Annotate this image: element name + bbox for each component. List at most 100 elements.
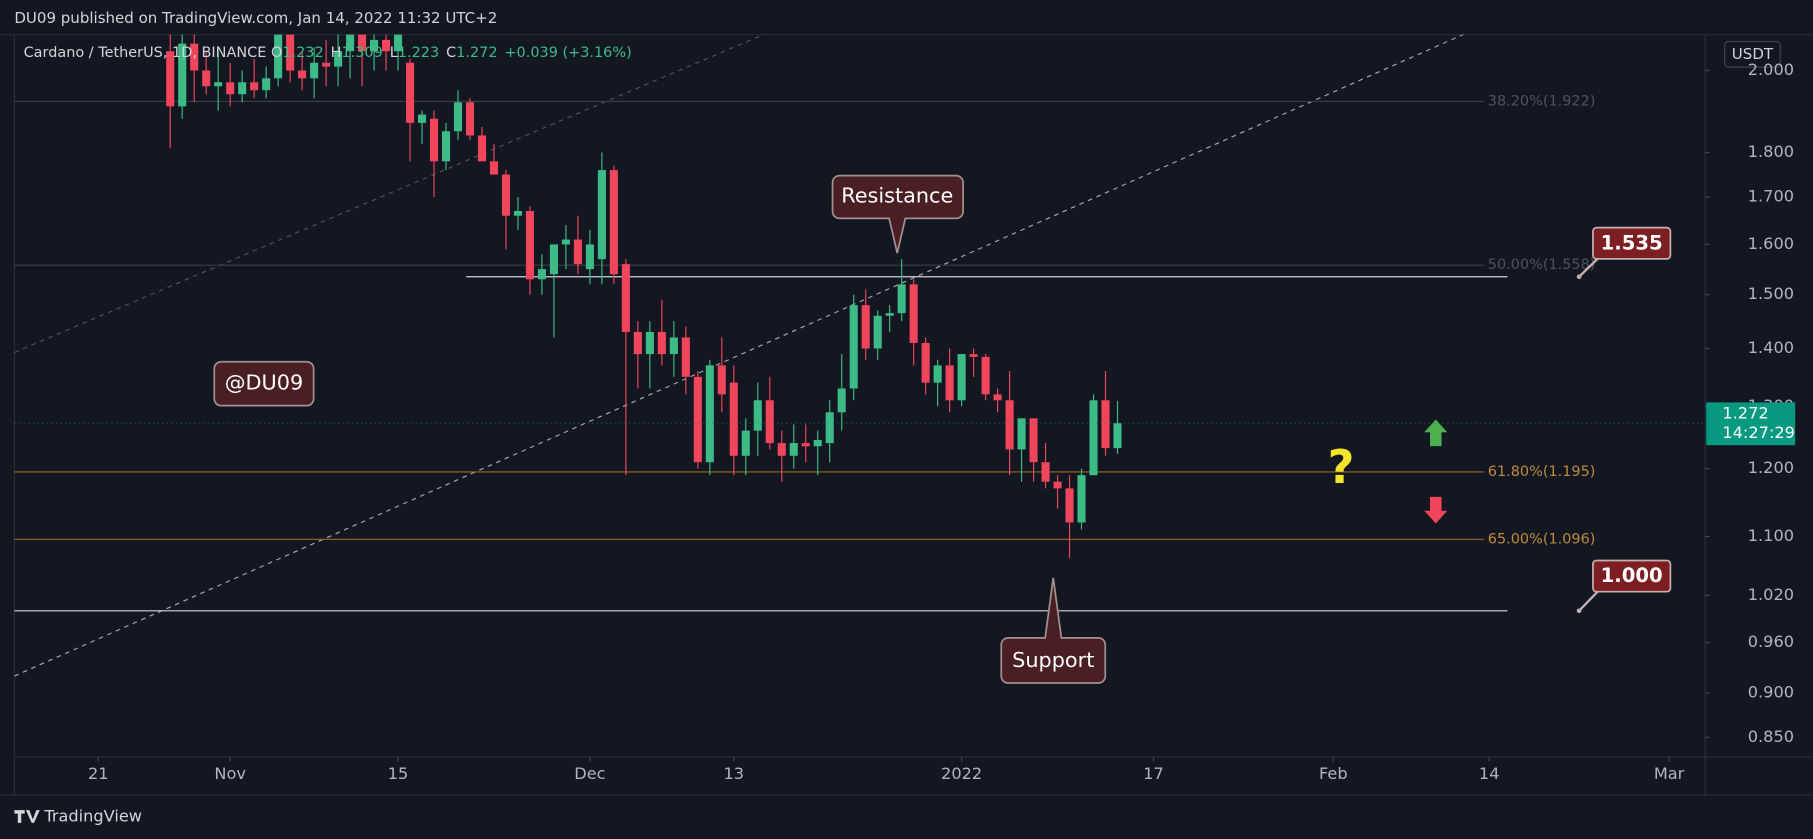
candle-body [609,170,618,275]
x-tick-label: Dec [574,764,605,783]
candle-body [621,264,630,332]
candles [166,34,1122,559]
candle-body [657,331,666,355]
candle-body [525,211,534,280]
y-tick-label: 0.850 [1748,727,1794,746]
candle-body [322,62,331,67]
candle-body [825,412,834,444]
countdown-label: 14:27:29 [1722,423,1795,442]
level-box [1592,559,1672,593]
candle-body [681,337,690,377]
candle-body [705,365,714,463]
level-pointer-dot [1576,274,1582,280]
currency-label: USDT [1732,45,1774,63]
candle-body [573,239,582,265]
candle-body [885,313,894,316]
legend-value: 1.309 [341,45,382,61]
candle-body [1113,423,1122,449]
y-tick-label: 1.200 [1748,458,1794,477]
candle-body [477,135,487,162]
candle-body [465,102,475,136]
candle-body [645,331,654,355]
candle-body [765,400,774,444]
footer-logo: TradingView [14,807,142,826]
candle-body [1089,400,1098,476]
y-tick-label: 0.960 [1748,632,1794,651]
candle-body [669,337,678,355]
fib-label: 61.80%(1.195) [1488,464,1596,480]
x-tick-label: Feb [1319,764,1348,783]
candle-body [933,365,942,383]
candle-body [1101,400,1110,449]
candle-body [274,34,283,79]
candle-body [501,174,511,216]
candle-body [358,34,367,52]
candle-body [561,239,570,245]
candle-body [1041,462,1050,482]
candle-body [405,62,415,123]
trend-line [14,34,1465,677]
candle-body [717,365,726,395]
candle-body [1077,475,1086,523]
candle-body [453,102,463,132]
candle-body [346,34,355,52]
level-box [1592,226,1672,260]
y-tick-label: 0.900 [1748,682,1794,701]
y-tick-label: 1.100 [1748,526,1794,545]
y-tick-label: 1.700 [1748,187,1794,206]
candle-body [214,82,223,87]
watermark-callout: @DU09 [213,360,315,407]
levels: 38.20%(1.922) 50.00%(1.558) 61.80%(1.195) 6… [14,93,1672,614]
candle-body [1053,481,1062,489]
candle-body [753,400,762,431]
last-price-label: 1.272 [1722,403,1768,422]
currency-badge [1724,41,1781,68]
legend-change: +0.039 (+3.16%) [504,45,631,61]
candle-body [178,43,187,107]
candle-body [549,244,558,275]
resistance-label: Resistance [841,183,953,207]
candle-body [441,131,451,162]
candle-body [262,78,271,91]
candle-body [741,430,750,456]
x-tick-label: 2022 [941,764,982,783]
candle-body [837,388,846,413]
x-tick-label: 14 [1479,764,1500,783]
candle-body [693,376,702,463]
candle-body [298,70,307,79]
candle-body [417,114,427,123]
up-arrow [1424,419,1448,447]
legend-key: C [446,45,456,61]
level-pointer-dot [1576,608,1582,614]
candle-body [1029,418,1038,463]
candle-body [873,315,882,349]
candle-body [801,443,810,447]
candle-body [190,43,199,71]
down-arrow [1424,496,1448,524]
candle-body [909,284,918,343]
candle-body [813,439,822,447]
candle-body [921,342,930,383]
y-tick-label: 1.500 [1748,284,1794,303]
fib-label: 38.20%(1.922) [1488,93,1596,109]
candle-body [489,161,499,175]
x-tick-label: Mar [1654,764,1685,783]
y-tick-label: 1.800 [1748,142,1794,161]
candle-body [993,394,1002,401]
legend-key: O [271,45,282,61]
legend-key: H [331,45,342,61]
x-tick-label: 21 [88,764,109,783]
legend-value: 1.223 [398,45,439,61]
candle-body [969,354,978,357]
x-tick-label: Nov [214,764,246,783]
support-callout: Support [1000,577,1107,684]
y-tick-label: 2.000 [1748,60,1794,79]
legend-key: L [390,45,398,61]
y-tick-label: 1.600 [1748,234,1794,253]
level-box-label: 1.535 [1601,231,1663,254]
x-tick-label: 15 [388,764,409,783]
candle-body [789,443,798,456]
trend-line [14,34,766,354]
candle-body [166,51,175,107]
